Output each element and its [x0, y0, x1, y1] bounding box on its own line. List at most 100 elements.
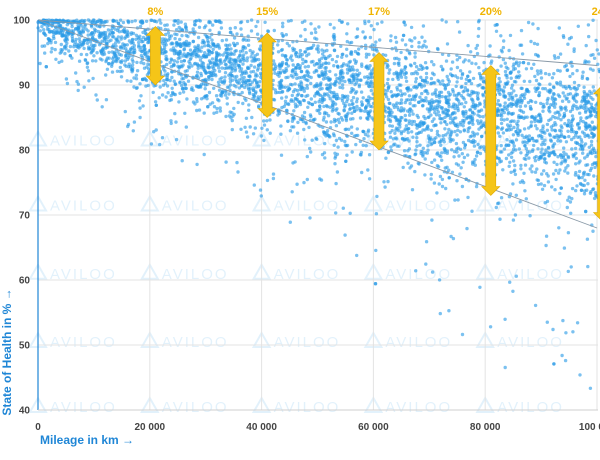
data-point	[518, 61, 522, 65]
data-point	[111, 35, 116, 39]
data-point	[63, 51, 67, 56]
data-point	[49, 29, 53, 34]
data-point	[214, 56, 218, 60]
data-point	[456, 124, 460, 129]
data-point	[119, 37, 123, 41]
data-point	[315, 62, 319, 66]
data-point	[397, 144, 401, 148]
data-point	[470, 209, 474, 213]
data-point	[407, 147, 412, 151]
data-point	[565, 205, 569, 210]
data-point	[445, 42, 450, 46]
data-point	[460, 184, 465, 189]
data-point	[290, 58, 294, 62]
data-point	[262, 119, 266, 123]
data-point	[217, 63, 221, 67]
spread-markers: 8%15%17%20%24%	[145, 6, 600, 220]
data-point	[272, 28, 276, 33]
data-point	[559, 134, 563, 138]
data-point	[237, 63, 241, 68]
data-point	[439, 121, 443, 125]
data-point	[460, 332, 465, 337]
data-point	[435, 107, 439, 112]
data-point	[181, 90, 186, 94]
data-point	[176, 21, 180, 25]
data-point	[564, 105, 568, 109]
data-point	[289, 18, 293, 23]
data-point	[162, 39, 166, 43]
data-point	[432, 100, 436, 104]
data-point	[212, 43, 216, 48]
data-point	[305, 47, 309, 51]
data-point	[423, 39, 427, 43]
data-point	[443, 120, 447, 124]
data-point	[182, 48, 186, 52]
data-point	[132, 85, 136, 89]
data-point	[154, 103, 158, 108]
data-point	[544, 234, 549, 238]
data-point	[511, 147, 516, 151]
data-point	[91, 45, 95, 49]
data-point	[364, 55, 369, 59]
data-point	[399, 93, 404, 98]
data-point	[548, 133, 552, 138]
data-point	[476, 104, 480, 108]
data-point	[157, 96, 161, 100]
svg-text:AVILOO: AVILOO	[162, 133, 229, 150]
data-point	[165, 57, 169, 61]
data-point	[114, 37, 118, 41]
data-point	[532, 41, 537, 46]
data-point	[233, 43, 237, 48]
data-point	[189, 52, 193, 56]
data-point	[250, 52, 254, 56]
data-point	[227, 59, 231, 64]
data-point	[359, 150, 364, 155]
svg-text:AVILOO: AVILOO	[385, 399, 452, 416]
data-point	[94, 28, 98, 33]
data-point	[87, 79, 91, 83]
watermark-logo: AVILOO	[140, 395, 227, 416]
data-point	[154, 128, 158, 132]
data-point	[402, 107, 406, 111]
data-point	[199, 49, 203, 53]
data-point	[259, 134, 264, 138]
data-point	[414, 80, 418, 84]
data-point	[340, 93, 345, 98]
data-point	[328, 105, 332, 109]
data-point	[561, 115, 566, 119]
data-point	[536, 147, 540, 151]
data-point	[572, 130, 576, 134]
data-point	[222, 78, 227, 83]
data-point	[502, 39, 506, 43]
data-point	[284, 67, 288, 71]
data-point	[456, 146, 460, 150]
data-point	[505, 117, 509, 122]
data-point	[386, 106, 390, 110]
data-point	[187, 43, 191, 48]
data-point	[456, 128, 460, 132]
data-point	[301, 98, 306, 103]
data-point	[532, 156, 537, 160]
data-point	[540, 143, 544, 147]
data-point	[505, 138, 509, 142]
data-point	[254, 72, 258, 76]
data-point	[427, 102, 431, 106]
data-point	[494, 29, 499, 33]
data-point	[421, 153, 425, 157]
data-point	[469, 81, 474, 86]
data-point	[526, 100, 531, 105]
data-point	[539, 101, 543, 106]
data-point	[334, 60, 338, 64]
data-point	[317, 25, 321, 29]
data-point	[305, 69, 309, 73]
data-point	[322, 151, 327, 155]
data-point	[266, 29, 270, 33]
data-point	[563, 122, 567, 126]
data-point	[306, 105, 310, 110]
data-point	[359, 90, 364, 94]
data-point	[265, 178, 270, 183]
data-point	[408, 166, 412, 170]
data-point	[365, 98, 370, 103]
data-point	[311, 59, 315, 64]
x-tick-label: 60 000	[358, 422, 389, 433]
